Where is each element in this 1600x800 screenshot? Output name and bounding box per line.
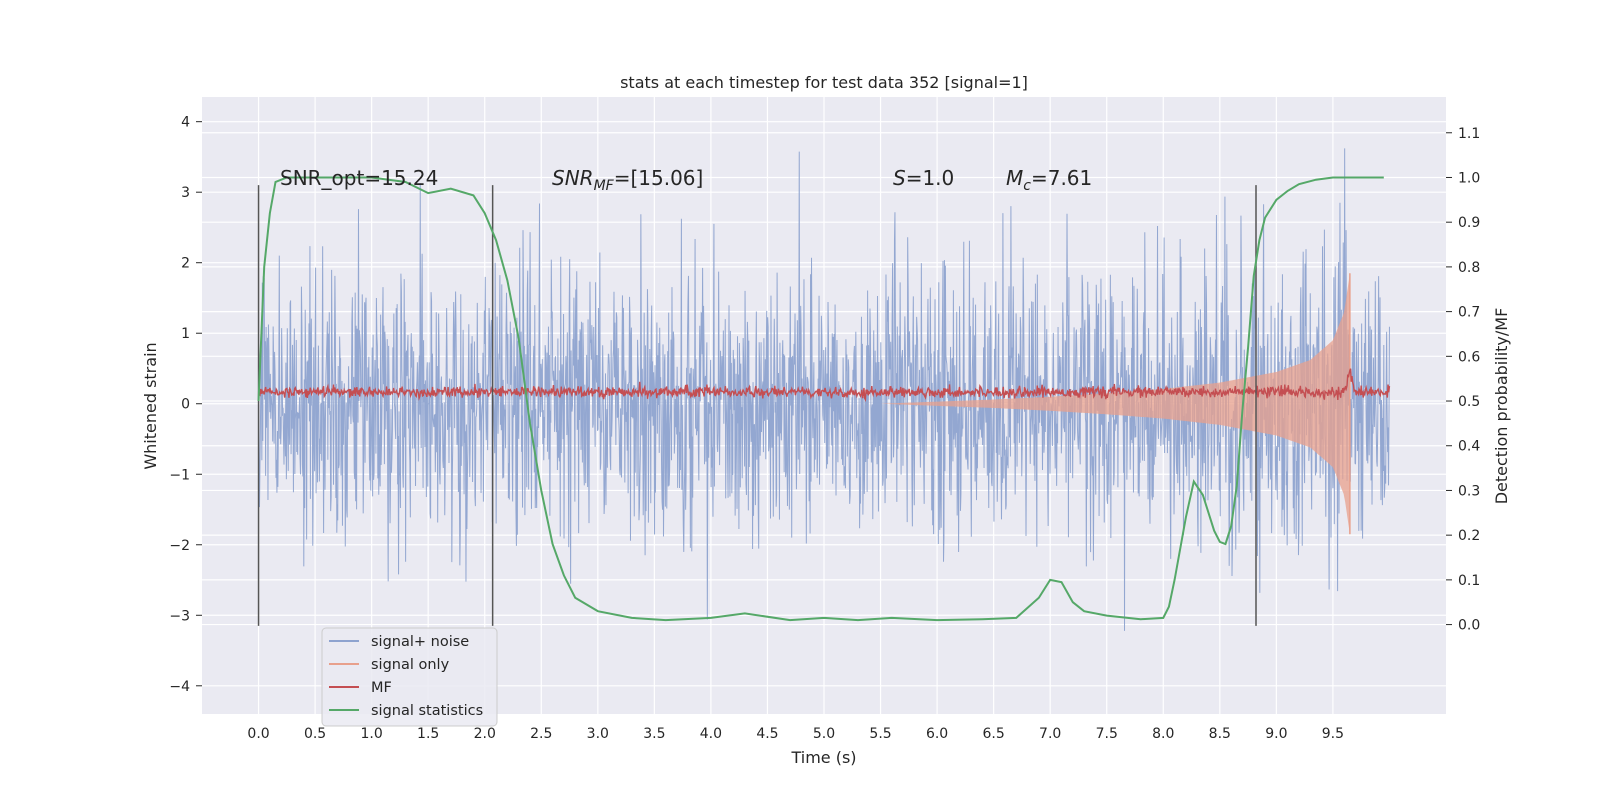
x-tick-label: 4.0 (700, 726, 722, 742)
x-tick-label: 7.0 (1039, 726, 1061, 742)
x-tick-label: 3.0 (587, 726, 609, 742)
x-tick-label: 9.5 (1322, 726, 1344, 742)
right-y-tick-label: 0.3 (1458, 483, 1480, 499)
right-y-tick-label: 0.8 (1458, 260, 1480, 276)
legend-label-signal-only: signal only (371, 657, 450, 673)
x-axis-label: Time (s) (790, 748, 856, 767)
right-y-tick-label: 0.5 (1458, 394, 1480, 410)
right-y-tick-label: 0.1 (1458, 573, 1480, 589)
right-y-tick-label: 0.6 (1458, 349, 1480, 365)
x-axis-ticks: 0.0 0.5 1.0 1.5 2.0 2.5 3.0 3.5 4.0 4.5 5.0 5.5 6.0 6… (247, 726, 1344, 742)
x-tick-label: 3.5 (643, 726, 665, 742)
annotation-s: S=1.0 (893, 166, 954, 190)
right-y-tick-label: 1.1 (1458, 126, 1480, 142)
right-y-tick-label: 0.7 (1458, 305, 1480, 321)
right-y-tick-label: 0.2 (1458, 528, 1480, 544)
x-tick-label: 9.0 (1265, 726, 1287, 742)
signal-noise-series (258, 148, 1390, 631)
annotation-mc: Mc=7.61 (1006, 166, 1092, 194)
legend-label-signal-noise: signal+ noise (371, 634, 469, 650)
x-tick-label: 8.0 (1152, 726, 1174, 742)
x-tick-label: 5.5 (869, 726, 891, 742)
signal-statistics-line (257, 176, 1384, 622)
legend: signal+ noise signal only MF signal stat… (321, 627, 498, 727)
x-tick-label: 8.5 (1209, 726, 1231, 742)
y-tick-label: 1 (181, 326, 190, 342)
x-tick-label: 7.5 (1096, 726, 1118, 742)
y-tick-label: 0 (181, 397, 190, 413)
signal-only-envelope (880, 273, 1350, 535)
y-tick-label: −3 (169, 608, 190, 624)
legend-label-signal-statistics: signal statistics (371, 703, 483, 719)
x-tick-label: 2.0 (474, 726, 496, 742)
y-tick-label: 3 (181, 185, 190, 201)
right-y-tick-label: 1.0 (1458, 170, 1480, 186)
y-axis-label: Whitened strain (141, 342, 160, 469)
y-tick-label: −1 (169, 467, 190, 483)
signal-only-series (880, 273, 1351, 535)
x-tick-label: 6.0 (926, 726, 948, 742)
x-tick-label: 2.5 (530, 726, 552, 742)
x-tick-label: 0.0 (247, 726, 269, 742)
annotation-snr-opt: SNR_opt=15.24 (280, 166, 438, 190)
y-tick-label: 2 (181, 256, 190, 272)
right-y-axis-label: Detection probability/MF (1492, 308, 1511, 505)
y-tick-label: −2 (169, 538, 190, 554)
x-tick-label: 4.5 (756, 726, 778, 742)
legend-box (321, 627, 498, 727)
signal-statistics-series (257, 176, 1384, 622)
signal-noise-line (258, 148, 1390, 631)
y-axis-ticks: 4 3 2 1 0 −1 −2 −3 −4 (169, 115, 202, 695)
legend-label-mf: MF (371, 680, 392, 696)
y-tick-label: −4 (169, 679, 190, 695)
mf-series (257, 368, 1391, 403)
x-tick-label: 1.5 (417, 726, 439, 742)
x-tick-label: 6.5 (983, 726, 1005, 742)
annotation-snr-mf: SNRMF=[15.06] (552, 166, 703, 194)
x-tick-label: 5.0 (813, 726, 835, 742)
y-tick-label: 4 (181, 115, 190, 131)
x-tick-label: 0.5 (304, 726, 326, 742)
mf-line (257, 368, 1391, 403)
right-y-tick-label: 0.0 (1458, 618, 1480, 634)
right-y-tick-label: 0.4 (1458, 439, 1480, 455)
chart-title: stats at each timestep for test data 352… (620, 73, 1028, 92)
right-y-axis-ticks: 1.1 1.0 0.9 0.8 0.7 0.6 0.5 0.4 0.3 0.2 0.1 0.0 (1446, 126, 1480, 634)
right-y-tick-label: 0.9 (1458, 215, 1480, 231)
x-tick-label: 1.0 (361, 726, 383, 742)
